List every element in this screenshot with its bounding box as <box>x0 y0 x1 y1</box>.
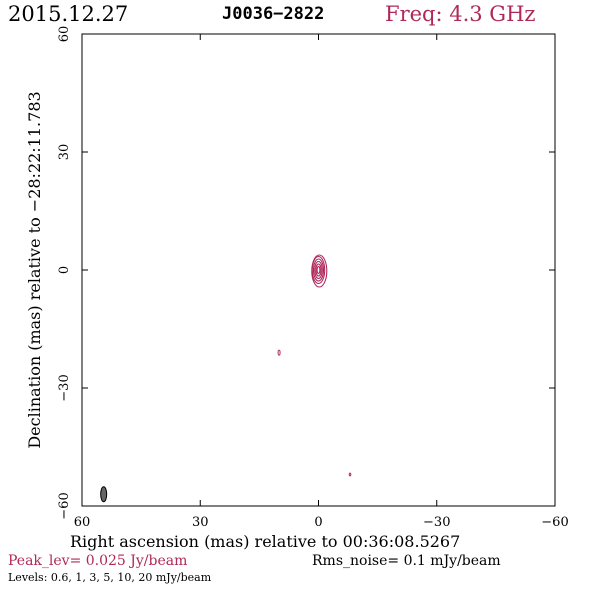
noise-contour <box>277 349 281 356</box>
contour-ring <box>314 260 323 280</box>
contour-ring <box>315 263 322 277</box>
x-tick-label: −60 <box>541 515 568 530</box>
contour-ring <box>311 255 326 285</box>
contour-ring <box>316 265 321 275</box>
x-tick-label: 60 <box>74 515 91 530</box>
beam-shape <box>100 486 108 503</box>
x-tick-label: −30 <box>423 515 450 530</box>
contour-ring <box>312 258 325 282</box>
x-tick-label: 0 <box>314 515 322 530</box>
peak-level: Peak_lev= 0.025 Jy/beam <box>8 553 188 569</box>
frequency-label: Freq: 4.3 GHz <box>385 2 536 26</box>
noise-contour <box>348 472 352 477</box>
source-name: J0036−2822 <box>222 4 325 24</box>
y-axis-label: Declination (mas) relative to −28:22:11.… <box>25 91 44 448</box>
y-tick-label: −30 <box>57 374 72 401</box>
y-tick-label: −60 <box>57 492 72 519</box>
observation-date: 2015.12.27 <box>8 2 129 26</box>
x-tick-label: 30 <box>192 515 209 530</box>
contour-levels: Levels: 0.6, 1, 3, 5, 10, 20 mJy/beam <box>8 571 212 584</box>
y-tick-label: 30 <box>57 144 72 161</box>
source-contours <box>277 254 352 477</box>
rms-noise: Rms_noise= 0.1 mJy/beam <box>312 553 501 569</box>
x-axis-label: Right ascension (mas) relative to 00:36:… <box>70 532 461 551</box>
y-tick-label: 0 <box>57 266 72 274</box>
y-tick-label: 60 <box>57 26 72 43</box>
beam-ellipse <box>100 486 108 503</box>
plot-frame <box>81 33 556 507</box>
